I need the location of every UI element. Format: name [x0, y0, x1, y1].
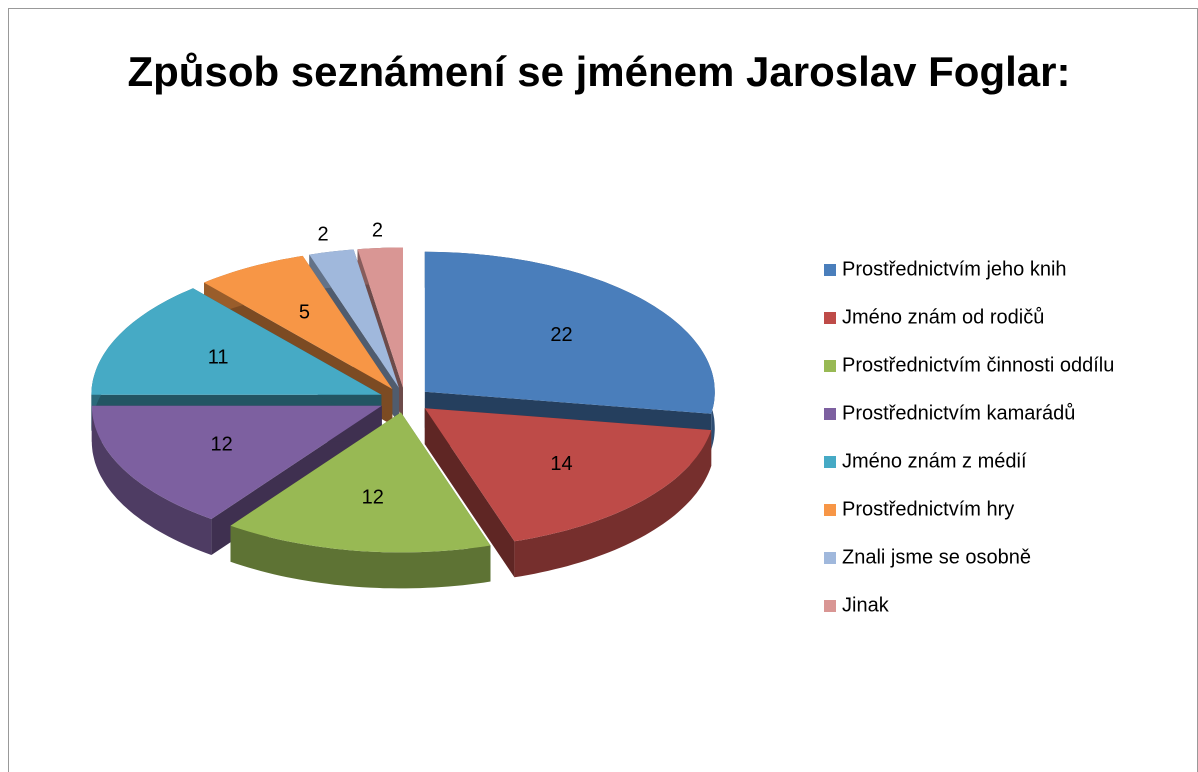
- data-label: 22: [550, 324, 572, 346]
- legend: Prostřednictvím jeho knih Jméno znám od r…: [824, 258, 1114, 616]
- legend-swatch: [824, 312, 836, 324]
- slice: [357, 247, 403, 388]
- slice-side: [230, 525, 491, 589]
- slice: [204, 255, 393, 389]
- slice-side: [91, 405, 212, 555]
- legend-label: Jinak: [842, 594, 890, 616]
- legend-label: Znali jsme se osobně: [842, 546, 1031, 568]
- legend-swatch: [824, 360, 836, 372]
- data-label: 12: [362, 486, 384, 508]
- slice: [91, 288, 382, 395]
- data-label: 12: [211, 433, 233, 455]
- legend-label: Jméno znám od rodičů: [842, 306, 1044, 328]
- chart-title: Způsob seznámení se jménem Jaroslav Fogl…: [128, 48, 1071, 95]
- data-label: 11: [208, 347, 229, 369]
- slice: [230, 412, 491, 553]
- data-label: 2: [372, 219, 383, 241]
- slice: [91, 405, 382, 519]
- legend-label: Prostřednictvím jeho knih: [842, 258, 1067, 280]
- legend-label: Prostřednictvím činnosti oddílu: [842, 354, 1114, 376]
- slice-side: [424, 408, 515, 578]
- data-label: 14: [550, 453, 572, 475]
- legend-label: Prostřednictvím kamarádů: [842, 402, 1075, 424]
- slice: [424, 408, 712, 542]
- legend-label: Prostřednictvím hry: [842, 498, 1014, 520]
- legend-swatch: [824, 456, 836, 468]
- data-label: 2: [318, 224, 329, 246]
- legend-swatch: [824, 552, 836, 564]
- slice: [424, 251, 715, 414]
- legend-swatch: [824, 264, 836, 276]
- slice: [309, 249, 399, 388]
- legend-swatch: [824, 600, 836, 612]
- legend-swatch: [824, 504, 836, 516]
- legend-label: Jméno znám z médií: [842, 450, 1027, 472]
- slice-side: [514, 430, 712, 578]
- legend-swatch: [824, 408, 836, 420]
- data-label: 5: [299, 302, 310, 324]
